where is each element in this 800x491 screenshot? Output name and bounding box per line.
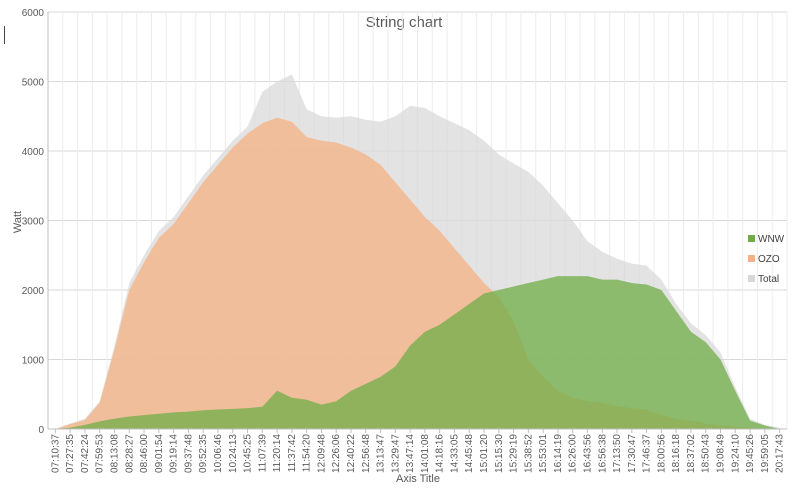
x-tick-label: 12:40:22 bbox=[346, 434, 357, 473]
legend-swatch-ozo bbox=[748, 255, 755, 262]
series-area-ozo bbox=[55, 117, 780, 429]
x-tick-label: 11:54:20 bbox=[302, 434, 313, 473]
y-tick-label: 2000 bbox=[22, 286, 45, 297]
x-tick-label: 15:01:20 bbox=[479, 434, 490, 473]
x-tick-label: 09:37:48 bbox=[183, 434, 194, 473]
x-tick-label: 11:20:14 bbox=[272, 434, 283, 473]
x-tick-label: 08:13:08 bbox=[110, 434, 121, 473]
text-cursor-mark bbox=[4, 26, 5, 44]
legend-label-ozo: OZO bbox=[758, 254, 780, 265]
x-tick-label: 10:24:13 bbox=[228, 434, 239, 473]
y-tick-label: 5000 bbox=[22, 78, 45, 89]
x-tick-label: 10:45:25 bbox=[243, 434, 254, 473]
x-tick-label: 14:18:16 bbox=[435, 434, 446, 473]
x-tick-label: 12:56:48 bbox=[361, 434, 372, 473]
legend-label-wnw: WNW bbox=[758, 234, 785, 245]
legend-swatch-wnw bbox=[748, 235, 755, 242]
x-tick-label: 17:46:37 bbox=[642, 434, 653, 473]
x-tick-label: 19:45:26 bbox=[745, 434, 756, 473]
x-tick-label: 15:29:19 bbox=[509, 434, 520, 473]
x-tick-label: 09:52:35 bbox=[198, 434, 209, 473]
legend-swatch-total bbox=[748, 275, 755, 282]
y-axis: 0 1000 2000 3000 4000 5000 6000 bbox=[22, 8, 49, 436]
x-tick-label: 16:14:19 bbox=[553, 434, 564, 473]
y-tick-label: 4000 bbox=[22, 147, 45, 158]
x-axis-title: Axis Title bbox=[396, 473, 440, 485]
x-tick-label: 16:56:38 bbox=[597, 434, 608, 473]
x-tick-label: 20:17:43 bbox=[775, 434, 786, 473]
x-tick-label: 17:13:50 bbox=[612, 434, 623, 473]
y-tick-label: 0 bbox=[38, 425, 44, 436]
x-tick-label: 14:01:08 bbox=[420, 434, 431, 473]
x-tick-label: 12:09:48 bbox=[316, 434, 327, 473]
x-tick-label: 08:28:27 bbox=[124, 434, 135, 473]
x-axis: 07:10:37 07:27:35 07:42:24 07:59:53 08:13:08… bbox=[48, 428, 787, 473]
x-tick-label: 07:10:37 bbox=[50, 434, 61, 473]
y-tick-label: 3000 bbox=[22, 217, 45, 228]
x-tick-label: 15:53:01 bbox=[538, 434, 549, 473]
y-tick-label: 6000 bbox=[22, 8, 45, 19]
y-axis-title: Watt bbox=[12, 211, 24, 233]
x-tick-label: 18:00:56 bbox=[656, 434, 667, 473]
x-tick-label: 07:42:24 bbox=[80, 434, 91, 473]
x-tick-label: 19:24:10 bbox=[730, 434, 741, 473]
x-tick-label: 17:30:47 bbox=[627, 434, 638, 473]
x-tick-label: 19:59:05 bbox=[760, 434, 771, 473]
x-tick-label: 11:37:42 bbox=[287, 434, 298, 473]
x-tick-label: 07:59:53 bbox=[95, 434, 106, 473]
x-tick-label: 19:08:49 bbox=[715, 434, 726, 473]
plot-area bbox=[55, 74, 780, 430]
x-tick-label: 13:47:14 bbox=[405, 434, 416, 473]
legend: WNW OZO Total bbox=[748, 234, 785, 285]
x-tick-label: 18:16:18 bbox=[671, 434, 682, 473]
x-tick-label: 18:50:43 bbox=[701, 434, 712, 473]
x-tick-label: 18:37:02 bbox=[686, 434, 697, 473]
x-tick-label: 16:43:56 bbox=[582, 434, 593, 473]
x-tick-label: 15:38:52 bbox=[523, 434, 534, 473]
x-tick-label: 14:33:05 bbox=[449, 434, 460, 473]
x-tick-label: 09:01:54 bbox=[154, 434, 165, 473]
chart-title: String chart bbox=[366, 14, 444, 31]
series-area-wnw bbox=[55, 276, 780, 429]
x-tick-label: 13:29:47 bbox=[390, 434, 401, 473]
x-tick-label: 11:07:39 bbox=[257, 434, 268, 473]
x-tick-label: 15:15:30 bbox=[494, 434, 505, 473]
x-tick-label: 12:26:06 bbox=[331, 434, 342, 473]
x-tick-label: 16:26:00 bbox=[568, 434, 579, 473]
x-tick-label: 08:46:00 bbox=[139, 434, 150, 473]
x-tick-label: 14:45:48 bbox=[464, 434, 475, 473]
y-tick-label: 1000 bbox=[22, 356, 45, 367]
x-tick-label: 09:19:14 bbox=[169, 434, 180, 473]
x-tick-label: 10:06:46 bbox=[213, 434, 224, 473]
x-tick-label: 13:13:47 bbox=[376, 434, 387, 473]
legend-label-total: Total bbox=[758, 274, 779, 285]
x-tick-label: 07:27:35 bbox=[65, 434, 76, 473]
